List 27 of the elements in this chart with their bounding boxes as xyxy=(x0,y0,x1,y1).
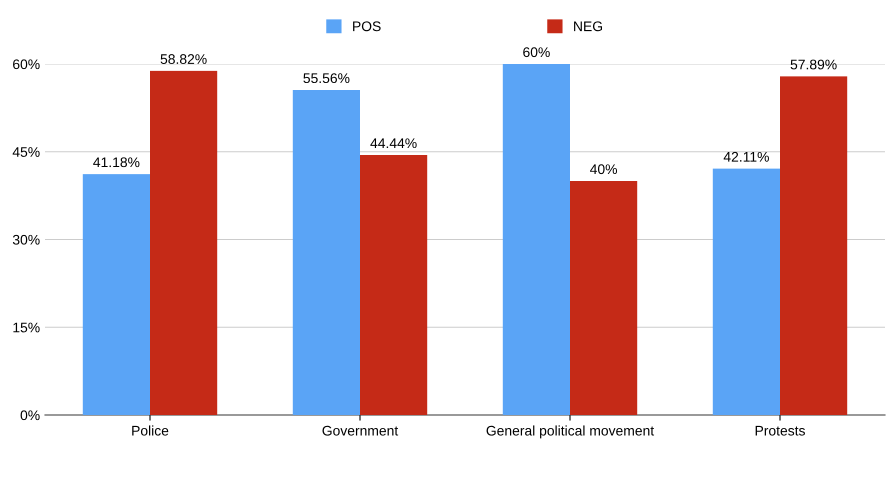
y-tick-label: 0% xyxy=(20,410,40,420)
data-label: 44.44% xyxy=(370,138,417,148)
x-tick-label: Protests xyxy=(756,426,805,436)
data-label: 57.89% xyxy=(790,60,837,70)
legend-label: POS xyxy=(353,21,381,32)
data-label: 42.11% xyxy=(724,152,769,162)
bar xyxy=(150,70,218,415)
bar xyxy=(82,174,150,415)
data-label: 41.18% xyxy=(93,157,140,168)
y-tick-label: 15% xyxy=(13,322,40,332)
data-label: 40% xyxy=(590,164,618,174)
data-label: 60% xyxy=(523,47,550,58)
y-tick-label: 30% xyxy=(12,234,40,245)
bar xyxy=(292,90,360,415)
bar xyxy=(570,181,638,415)
data-label: 58.82% xyxy=(160,54,207,64)
x-tick-label: Government xyxy=(322,426,398,436)
bar xyxy=(502,64,570,415)
y-tick-label: 60% xyxy=(13,59,40,70)
data-label: 55.56% xyxy=(303,73,350,84)
bar xyxy=(780,76,848,415)
bar xyxy=(360,155,428,415)
y-tick-label: 45% xyxy=(12,147,40,157)
x-tick-label: General political movement xyxy=(486,425,654,438)
x-tick-label: Police xyxy=(132,425,168,436)
bar xyxy=(712,168,780,415)
legend-label: NEG xyxy=(574,21,602,32)
